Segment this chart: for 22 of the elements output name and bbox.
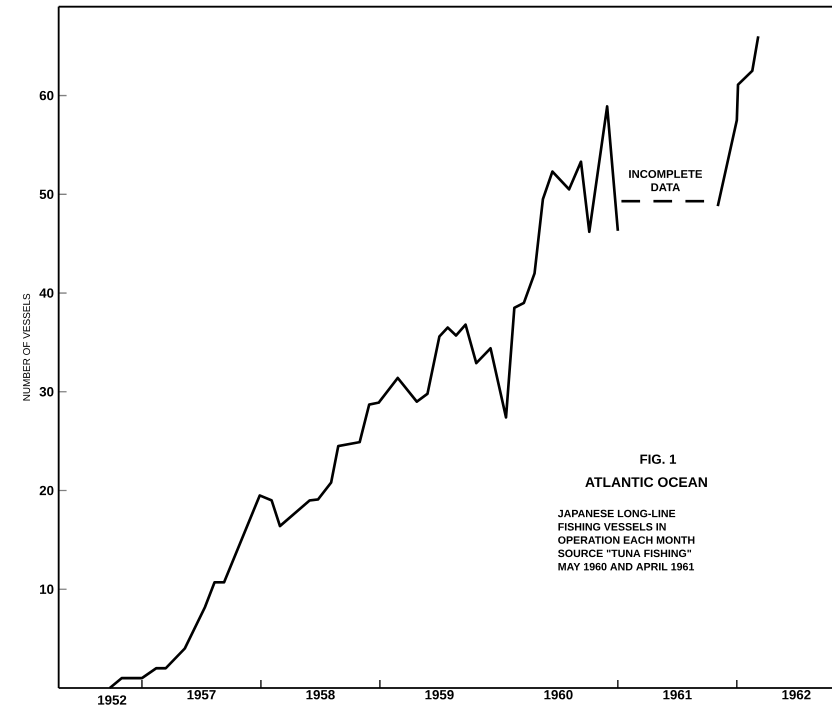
annotation: MAY 1960 AND APRIL 1961 — [558, 562, 694, 570]
y-tick-label: 10 — [40, 584, 54, 594]
annotation: SOURCE "TUNA FISHING" — [558, 550, 692, 558]
annotation: FISHING VESSELS IN — [558, 523, 666, 531]
y-tick-label: 50 — [40, 190, 54, 199]
x-tick-label: 1958 — [306, 690, 335, 700]
y-axis-title: NUMBER OF VESSELS — [23, 294, 30, 400]
text: 1952 — [98, 695, 126, 705]
annotation: OPERATION EACH MONTH — [558, 536, 694, 544]
y-tick-label: 30 — [40, 387, 54, 396]
y-tick-label: 20 — [40, 486, 54, 496]
y-tick-label: 60 — [40, 90, 54, 100]
x-tick-label: 1957 — [187, 690, 216, 700]
annotation: INCOMPLETE DATA — [629, 170, 702, 192]
annotation: JAPANESE LONG-LINE — [558, 510, 676, 518]
text: ATLANTIC OCEAN — [585, 477, 707, 488]
x-tick-label: 1960 — [544, 690, 573, 700]
x-tick-label: 1962 — [782, 690, 811, 700]
x-tick-label: 1961 — [663, 690, 692, 700]
x-tick-label: 1959 — [425, 690, 454, 700]
y-tick-label: 40 — [39, 288, 54, 298]
text: FIG. 1 — [640, 454, 676, 464]
